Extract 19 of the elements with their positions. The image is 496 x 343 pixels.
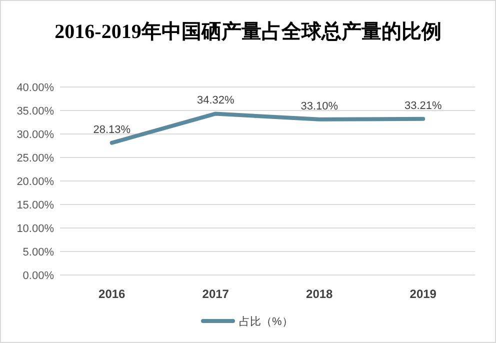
y-tick-label: 20.00% bbox=[16, 176, 54, 188]
x-tick-label: 2016 bbox=[98, 287, 126, 301]
y-tick-label: 25.00% bbox=[16, 152, 54, 164]
y-tick-label: 0.00% bbox=[22, 270, 54, 282]
chart-title: 2016-2019年中国硒产量占全球总产量的比例 bbox=[54, 20, 442, 43]
x-tick-label: 2017 bbox=[202, 287, 230, 301]
y-tick-label: 5.00% bbox=[22, 246, 54, 258]
data-label: 28.13% bbox=[93, 124, 131, 136]
y-tick-label: 15.00% bbox=[16, 200, 54, 212]
y-tick-label: 10.00% bbox=[16, 223, 54, 235]
legend-label: 占比（%） bbox=[239, 315, 293, 328]
y-tick-label: 35.00% bbox=[16, 106, 54, 118]
x-tick-label: 2019 bbox=[410, 287, 437, 301]
y-tick-label: 40.00% bbox=[16, 82, 54, 94]
data-label: 34.32% bbox=[196, 94, 234, 107]
data-label: 33.21% bbox=[404, 100, 442, 112]
data-label: 33.10% bbox=[300, 100, 338, 112]
x-tick-label: 2018 bbox=[306, 287, 334, 301]
y-tick-label: 30.00% bbox=[16, 129, 54, 141]
